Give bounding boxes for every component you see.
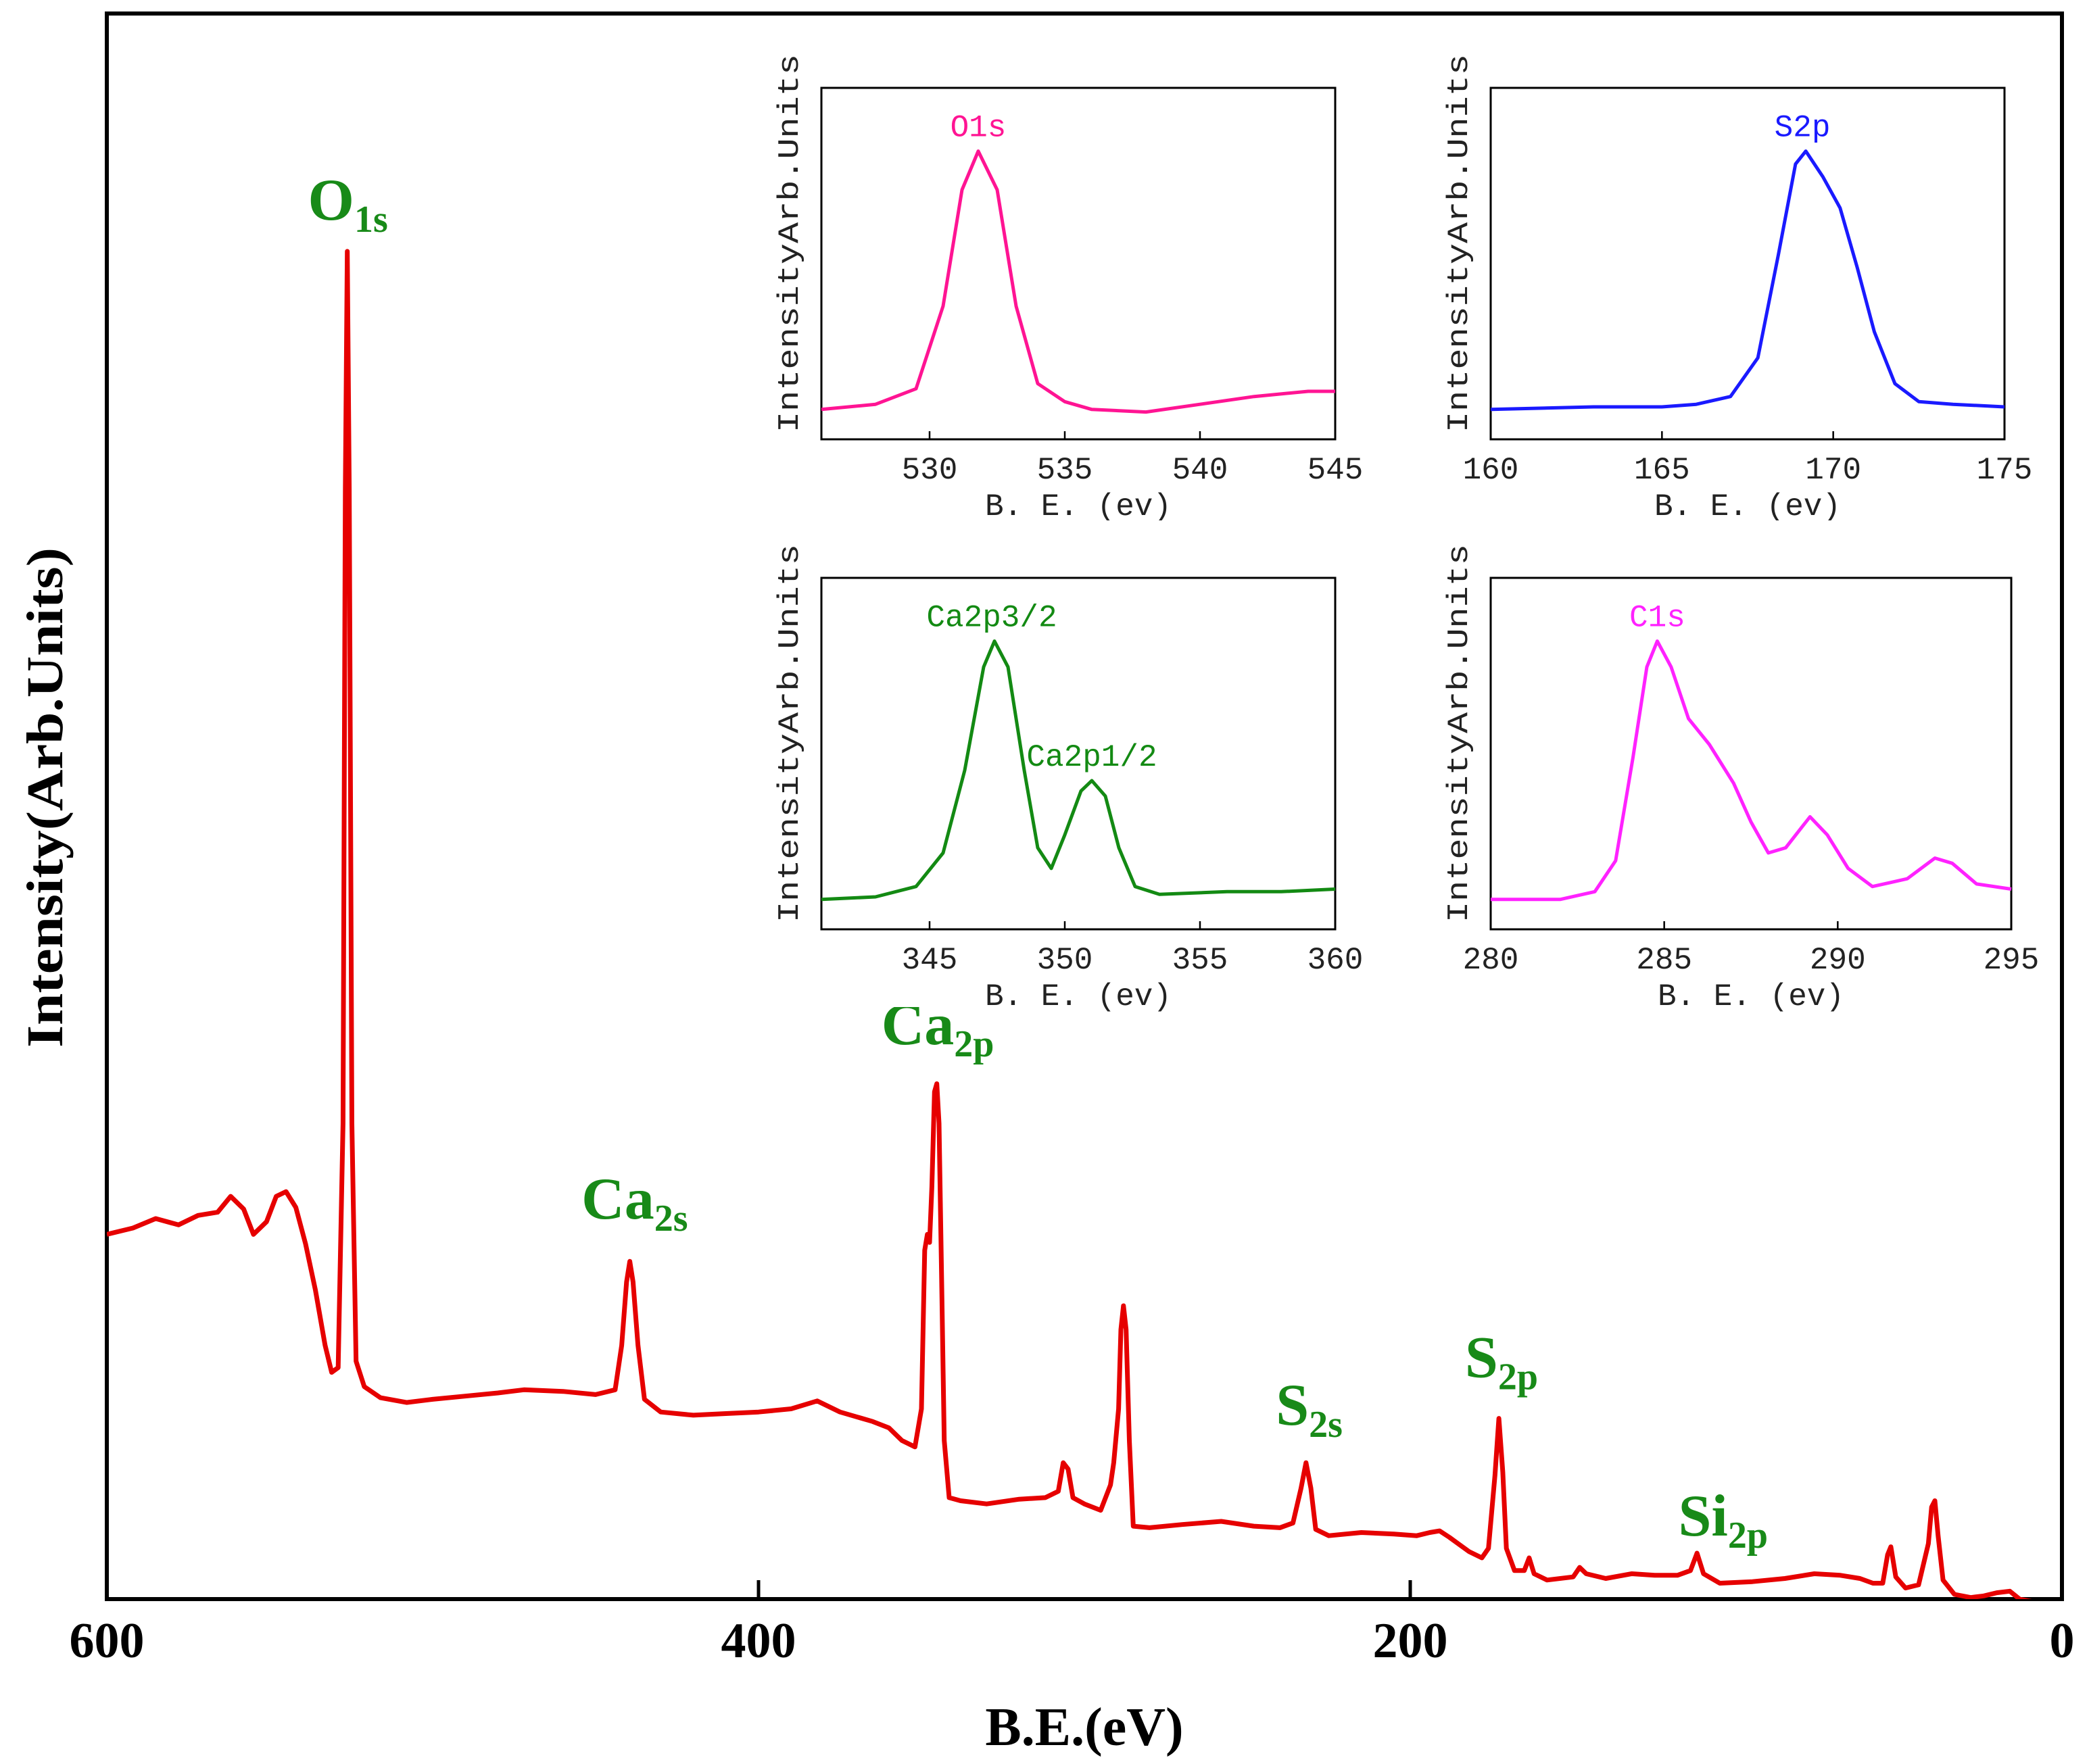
inset-frame (1489, 87, 2006, 441)
inset-x-tick-label: 160 (1463, 453, 1519, 488)
inset-x-tick-label: 545 (1307, 453, 1364, 488)
main-chart: 600 400 200 0B.E.(eV)Intensity(Arb.Units)O1… (17, 11, 2075, 1757)
inset-x-tick-label: 530 (902, 453, 958, 488)
inset-x-tick-label: 350 (1037, 943, 1093, 978)
x-tick-label: 200 (1373, 1613, 1448, 1669)
inset-series-line (821, 149, 1335, 414)
inset-peak-label: Ca2p1/2 (1026, 740, 1157, 775)
x-tick-label: 600 (70, 1613, 145, 1669)
x-tick-label: 0 (2050, 1613, 2075, 1669)
inset-frame (1489, 577, 2013, 931)
inset-x-tick-label: 360 (1307, 943, 1364, 978)
inset-y-axis-label: IntensityArb.Units (773, 544, 807, 923)
inset-x-axis-label: B. E. (ev) (1658, 979, 1844, 1014)
inset-y-axis-label: IntensityArb.Units (1443, 544, 1476, 923)
peak-annotation: S2s (1276, 1373, 1343, 1446)
inset-peak-label: C1s (1629, 601, 1685, 636)
y-axis-label: Intensity(Arb.Units) (17, 547, 74, 1048)
inset-x-tick-label: 355 (1172, 943, 1228, 978)
x-tick-label: 400 (721, 1613, 796, 1669)
inset-x-tick-label: 175 (1977, 453, 2033, 488)
inset-x-tick-label: 170 (1805, 453, 1861, 488)
inset-series-line (1491, 639, 2012, 902)
peak-annotation-element: S (1276, 1373, 1309, 1438)
inset-background (1423, 30, 2045, 517)
peak-annotation-subscript: 2p (1728, 1515, 1768, 1557)
inset-charts: 530 535 540 545 B. E. (ev) IntensityArb.Units… (754, 30, 2052, 1014)
inset-x-tick-label: 285 (1636, 943, 1692, 978)
peak-annotation-subscript: 2s (654, 1198, 688, 1240)
peak-annotation-element: Si (1678, 1484, 1727, 1549)
inset-x-axis-label: B. E. (ev) (985, 489, 1172, 524)
inset-x-tick-label: 165 (1634, 453, 1690, 488)
inset-series-line (821, 639, 1336, 902)
inset-S2p: 160 165 170 175 B. E. (ev) IntensityArb.Units… (1423, 30, 2045, 524)
peak-annotation: S2p (1465, 1325, 1538, 1398)
inset-y-axis-label: IntensityArb.Units (773, 54, 807, 433)
x-axis-label: B.E.(eV) (985, 1698, 1183, 1757)
inset-background (1423, 520, 2052, 1007)
survey-series-line (107, 249, 2032, 1599)
inset-peak-label: Ca2p3/2 (926, 601, 1057, 636)
inset-x-axis-label: B. E. (ev) (1654, 489, 1841, 524)
inset-x-tick-label: 295 (1984, 943, 2040, 978)
peak-annotation: Si2p (1678, 1484, 1768, 1557)
peak-annotation-subscript: 2s (1309, 1404, 1343, 1446)
inset-Ca2p: 345 350 355 360 B. E. (ev) IntensityArb.Units… (754, 520, 1376, 1014)
peak-annotation-subscript: 2p (1498, 1356, 1538, 1398)
inset-C1s: 280 285 290 295 B. E. (ev) IntensityArb.Units… (1423, 520, 2052, 1014)
inset-x-tick-label: 535 (1037, 453, 1093, 488)
peak-annotation-element: O (308, 168, 354, 233)
inset-x-tick-label: 540 (1172, 453, 1228, 488)
inset-x-axis-label: B. E. (ev) (985, 979, 1172, 1014)
inset-frame (820, 577, 1337, 931)
inset-frame (820, 87, 1337, 441)
peak-annotation-element: Ca (581, 1167, 654, 1232)
peak-annotation: Ca2s (581, 1167, 688, 1240)
peak-annotation-subscript: 2p (954, 1023, 994, 1065)
peak-annotation: O1s (308, 168, 388, 241)
inset-O1s: 530 535 540 545 B. E. (ev) IntensityArb.Units… (754, 30, 1376, 524)
inset-background (754, 30, 1376, 517)
inset-peak-label: O1s (951, 111, 1007, 146)
peak-annotation-subscript: 1s (354, 199, 388, 241)
inset-x-tick-label: 290 (1810, 943, 1866, 978)
inset-series-line (1490, 149, 2005, 412)
plot-frame (105, 11, 2064, 1601)
inset-y-axis-label: IntensityArb.Units (1443, 54, 1476, 433)
inset-x-tick-label: 345 (902, 943, 958, 978)
peak-annotation-element: S (1465, 1325, 1498, 1391)
inset-peak-label: S2p (1775, 111, 1831, 146)
inset-x-tick-label: 280 (1463, 943, 1519, 978)
